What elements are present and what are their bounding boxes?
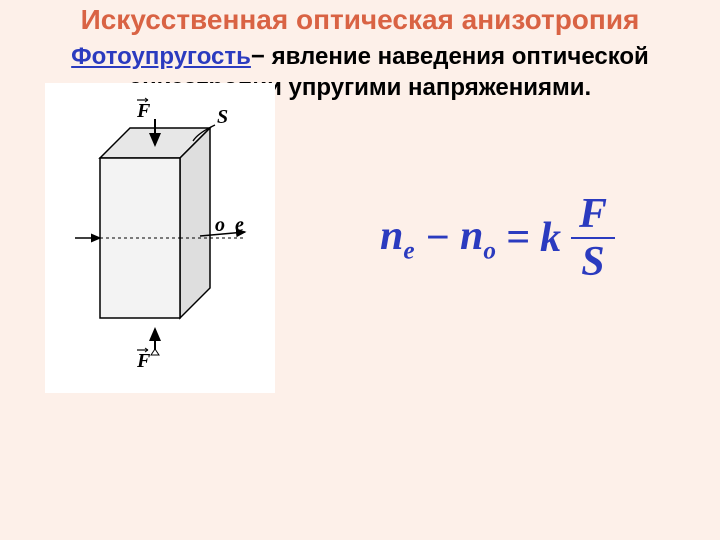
- formula-k: k: [540, 214, 561, 262]
- term-photoelasticity: Фотоупругость: [71, 43, 251, 70]
- svg-text:F: F: [136, 100, 151, 122]
- formula-ne: ne: [380, 212, 415, 265]
- formula-no: no: [460, 212, 496, 265]
- svg-text:F: F: [136, 350, 151, 372]
- svg-text:e: e: [235, 214, 244, 236]
- formula-eq: =: [506, 214, 530, 262]
- formula-minus: −: [425, 214, 450, 262]
- slide-title: Искусственная оптическая анизотропия: [0, 0, 720, 37]
- fraction-denominator: S: [573, 241, 612, 283]
- formula-container: ne − no = k F S: [275, 83, 720, 393]
- diagram-container: F F Soe: [45, 83, 275, 393]
- content-row: FFSoe ne − no = k F S: [0, 83, 720, 393]
- prism-diagram: F F Soe: [45, 83, 275, 393]
- svg-text:S: S: [217, 106, 228, 128]
- fraction-numerator: F: [571, 193, 615, 235]
- formula: ne − no = k F S: [380, 193, 615, 283]
- formula-fraction: F S: [571, 193, 615, 283]
- svg-text:o: o: [215, 214, 225, 236]
